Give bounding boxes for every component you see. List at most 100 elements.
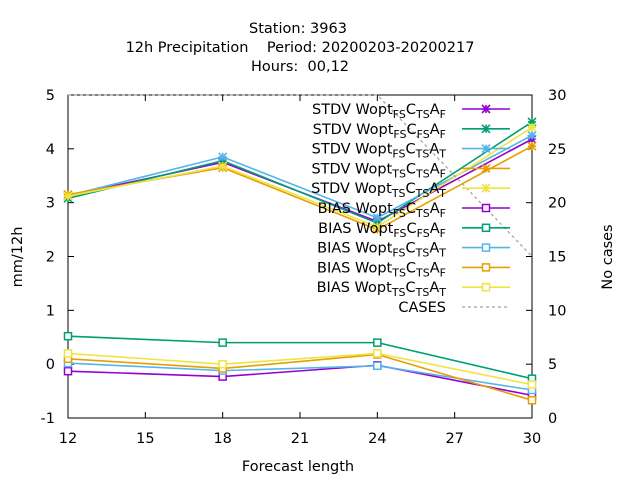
legend-text-part: TS (415, 108, 430, 121)
legend-entry: BIAS WoptFSCFSAF (318, 221, 510, 240)
legend-text-part: BIAS Wopt (317, 260, 393, 276)
series-line (67, 126, 533, 228)
legend-text-part: C (406, 102, 416, 118)
legend-marker (481, 243, 491, 252)
y-tick-label: -1 (41, 411, 55, 427)
legend-text-part: STDV Wopt (312, 142, 393, 158)
legend-entry: STDV WoptTSCTSAT (311, 181, 510, 200)
legend-label: BIAS WoptTSCTSAT (317, 280, 447, 299)
legend-text-part: TS (415, 247, 430, 260)
legend-text-part: A (430, 102, 440, 118)
series-line (67, 138, 533, 223)
legend-entry: BIAS WoptFSCTSAF (318, 201, 510, 220)
legend-text-part: BIAS Wopt (317, 280, 393, 296)
legend-text-part: C (406, 280, 416, 296)
legend-text-part: C (406, 161, 416, 177)
legend-marker (481, 104, 491, 114)
legend-marker (481, 223, 491, 233)
legend-marker (481, 263, 491, 272)
legend-marker (481, 144, 491, 154)
data-point (527, 380, 537, 389)
legend-text-part: FS (393, 128, 406, 141)
legend-text-part: TS (415, 167, 430, 180)
series-line (68, 94, 533, 257)
series-line (67, 362, 533, 391)
legend-text-part: BIAS Wopt (318, 221, 394, 237)
data-point (527, 117, 537, 127)
x-tick-label: 15 (136, 431, 154, 447)
x-tick-label: 12 (59, 431, 77, 447)
y-tick-label: 0 (46, 357, 55, 373)
y-tick-label: 1 (46, 303, 55, 319)
series-line (67, 353, 533, 402)
data-point (527, 141, 537, 151)
legend-text-part: STDV Wopt (312, 102, 393, 118)
y2-tick-label: 20 (548, 196, 566, 212)
legend-text-part: FS (393, 227, 406, 240)
y-tick-label: 3 (46, 196, 55, 212)
data-point (63, 191, 73, 201)
legend-text-part: C (406, 201, 416, 217)
legend-text-part: TS (415, 187, 430, 200)
legend-text-part: TS (391, 167, 406, 180)
y-axis-label: mm/12h (10, 227, 26, 288)
y2-tick-label: 0 (548, 411, 557, 427)
legend-text-part: FS (393, 207, 406, 220)
plot-frame (67, 94, 533, 419)
legend-text-part: C (407, 221, 417, 237)
legend-marker (481, 183, 491, 193)
legend-label: STDV WoptFSCTSAT (312, 142, 447, 161)
y2-tick-label: 15 (548, 250, 566, 266)
legend-text-part: BIAS Wopt (317, 241, 393, 257)
y2-tick-label: 25 (548, 142, 566, 158)
x-tick-label: 27 (445, 431, 463, 447)
legend-text-part: T (438, 247, 446, 260)
series-line (67, 364, 533, 397)
legend-marker (481, 282, 491, 292)
title-line-parameter: 12h Precipitation Period: 20200203-20200… (126, 40, 475, 56)
legend-label: BIAS WoptFSCTSAF (318, 201, 446, 220)
legend-label: STDV WoptTSCTSAF (311, 161, 446, 180)
legend-text-part: FS (417, 227, 430, 240)
data-point (63, 366, 73, 376)
legend-text-part: TS (391, 286, 406, 299)
legend-entry: STDV WoptTSCTSAF (311, 161, 510, 180)
data-point (527, 122, 537, 132)
legend-text-part: F (440, 128, 446, 141)
legend-label: BIAS WoptFSCTSAT (317, 241, 446, 260)
legend-text-part: A (430, 260, 440, 276)
legend-text-part: F (440, 108, 446, 121)
series-group (63, 94, 537, 405)
legend-label: CASES (398, 300, 446, 316)
legend-text-part: FS (393, 108, 406, 121)
series-line (67, 121, 533, 225)
legend-marker (481, 124, 491, 134)
legend-text-part: F (440, 207, 446, 220)
chart-title: Station: 3963 12h Precipitation Period: … (126, 21, 475, 75)
legend-label: BIAS WoptFSCFSAF (318, 221, 446, 240)
series-10 (68, 94, 533, 257)
series-1 (63, 117, 537, 228)
legend-text-part: TS (391, 266, 406, 279)
x-tick-label: 21 (291, 431, 309, 447)
legend-text-part: C (406, 260, 416, 276)
legend-text-part: T (438, 187, 446, 200)
legend-entry: STDV WoptFSCFSAF (313, 122, 510, 141)
legend-text-part: A (430, 161, 440, 177)
data-point (373, 338, 382, 347)
data-point (218, 161, 228, 171)
data-point (218, 152, 228, 162)
legend-entry: BIAS WoptTSCTSAF (317, 260, 510, 279)
legend-text-part: F (440, 227, 446, 240)
legend-text-part: T (438, 148, 446, 161)
legend-text-part: A (429, 241, 439, 257)
data-point (527, 130, 537, 140)
legend-text-part: TS (415, 207, 430, 220)
x-axis-label: Forecast length (242, 459, 354, 475)
y-tick-label: 5 (46, 88, 55, 104)
legend-text-part: A (430, 221, 440, 237)
data-point (63, 331, 73, 341)
